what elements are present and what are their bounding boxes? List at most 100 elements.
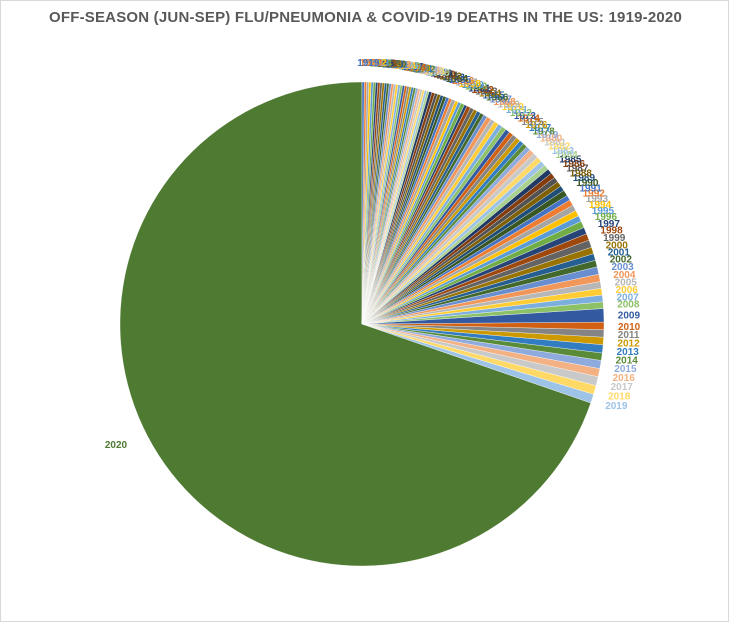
slice-label-2011: 2011 bbox=[618, 330, 640, 341]
slice-label-2013: 2013 bbox=[617, 347, 640, 358]
slice-label-2004: 2004 bbox=[613, 270, 636, 281]
slice-label-1972: 1972 bbox=[510, 108, 533, 119]
slice-label-2003: 2003 bbox=[612, 262, 635, 273]
slice-label-1919: 1919 bbox=[357, 58, 380, 69]
slice-label-1980: 1980 bbox=[540, 133, 563, 144]
slice-label-1989: 1989 bbox=[573, 173, 596, 184]
slice-label-1922: 1922 bbox=[365, 58, 388, 69]
slice-label-1933: 1933 bbox=[391, 60, 414, 71]
slice-label-1993: 1993 bbox=[586, 194, 609, 205]
slice-label-1953: 1953 bbox=[443, 73, 466, 84]
slice-label-1941: 1941 bbox=[411, 64, 434, 75]
slice-label-1971: 1971 bbox=[506, 105, 529, 116]
slice-label-1921: 1921 bbox=[362, 58, 385, 69]
slice-label-2002: 2002 bbox=[610, 255, 633, 266]
slice-label-2020: 2020 bbox=[105, 440, 128, 451]
slice-label-1979: 1979 bbox=[536, 130, 559, 141]
slice-label-1934: 1934 bbox=[394, 61, 417, 72]
slice-label-1963: 1963 bbox=[475, 87, 498, 98]
slice-label-1944: 1944 bbox=[418, 65, 441, 76]
slice-label-1938: 1938 bbox=[404, 62, 427, 73]
slice-label-1992: 1992 bbox=[583, 189, 606, 200]
slice-label-1965: 1965 bbox=[483, 91, 506, 102]
slice-label-1974: 1974 bbox=[518, 114, 541, 125]
slice-label-2017: 2017 bbox=[611, 382, 634, 393]
slice-label-1977: 1977 bbox=[529, 123, 552, 134]
slice-label-1930: 1930 bbox=[384, 60, 407, 71]
slice-label-2016: 2016 bbox=[613, 373, 636, 384]
slice-label-1966: 1966 bbox=[486, 93, 509, 104]
slice-label-1942: 1942 bbox=[413, 64, 436, 75]
slice-label-2014: 2014 bbox=[616, 355, 639, 366]
slice-label-1973: 1973 bbox=[514, 111, 537, 122]
slice-label-1960: 1960 bbox=[465, 82, 488, 93]
slice-label-1951: 1951 bbox=[436, 71, 459, 82]
slice-label-1935: 1935 bbox=[396, 61, 419, 72]
slice-label-1968: 1968 bbox=[493, 97, 516, 108]
slice-label-1982: 1982 bbox=[548, 142, 571, 153]
slice-label-2019: 2019 bbox=[605, 401, 628, 412]
slice-label-2006: 2006 bbox=[616, 285, 639, 296]
slice-label-1950: 1950 bbox=[433, 70, 456, 81]
slice-label-1997: 1997 bbox=[598, 219, 621, 230]
slice-label-1995: 1995 bbox=[592, 206, 615, 217]
slice-label-1925: 1925 bbox=[372, 59, 395, 70]
slice-label-1985: 1985 bbox=[559, 155, 582, 166]
slice-2020 bbox=[119, 81, 591, 567]
pie-labels: 2020 201920182017201620152014201320122011… bbox=[105, 58, 641, 451]
pie-slices bbox=[119, 81, 605, 567]
slice-label-1939: 1939 bbox=[406, 63, 429, 74]
slice-label-1929: 1929 bbox=[382, 59, 405, 70]
slice-label-2000: 2000 bbox=[606, 240, 629, 251]
slice-1919 bbox=[361, 81, 365, 325]
slice-label-1948: 1948 bbox=[427, 68, 450, 79]
slice-label-2010: 2010 bbox=[618, 322, 641, 333]
slice-label-2012: 2012 bbox=[617, 338, 640, 349]
slice-label-1967: 1967 bbox=[490, 95, 513, 106]
slice-label-2018: 2018 bbox=[608, 391, 631, 402]
slice-label-1999: 1999 bbox=[603, 233, 626, 244]
slice-label-2005: 2005 bbox=[615, 278, 638, 289]
slice-label-1949: 1949 bbox=[430, 69, 453, 80]
slice-label-1943: 1943 bbox=[416, 65, 439, 76]
chart-title: OFF-SEASON (JUN-SEP) FLU/PNEUMONIA & COV… bbox=[48, 9, 683, 26]
slice-label-1991: 1991 bbox=[580, 183, 603, 194]
slice-label-1996: 1996 bbox=[595, 212, 618, 223]
slice-label-1931: 1931 bbox=[387, 60, 410, 71]
slice-label-2001: 2001 bbox=[608, 247, 631, 258]
slice-label-1928: 1928 bbox=[379, 59, 402, 70]
slice-label-1937: 1937 bbox=[401, 62, 424, 73]
slice-label-1969: 1969 bbox=[498, 100, 521, 111]
slice-label-2015: 2015 bbox=[614, 364, 637, 375]
slice-label-2009: 2009 bbox=[618, 311, 641, 322]
slice-label-1987: 1987 bbox=[566, 164, 589, 175]
slice-label-1975: 1975 bbox=[521, 117, 544, 128]
slice-label-1957: 1957 bbox=[455, 78, 478, 89]
slice-label-2007: 2007 bbox=[617, 292, 640, 303]
slice-label-1940: 1940 bbox=[408, 63, 431, 74]
slice-label-1956: 1956 bbox=[452, 76, 475, 87]
slice-label-1927: 1927 bbox=[377, 59, 400, 70]
slice-label-1962: 1962 bbox=[472, 85, 495, 96]
slice-label-1932: 1932 bbox=[389, 60, 412, 71]
slice-label-1981: 1981 bbox=[544, 138, 567, 149]
slice-label-1994: 1994 bbox=[589, 200, 612, 211]
slice-label-1946: 1946 bbox=[423, 67, 446, 78]
slice-label-1983: 1983 bbox=[552, 146, 575, 157]
slice-label-1961: 1961 bbox=[468, 83, 491, 94]
slice-label-1986: 1986 bbox=[563, 159, 586, 170]
slice-label-1945: 1945 bbox=[420, 66, 443, 77]
slice-label-1964: 1964 bbox=[479, 89, 502, 100]
slice-label-1958: 1958 bbox=[459, 79, 482, 90]
slice-label-1924: 1924 bbox=[370, 58, 393, 69]
slice-label-1954: 1954 bbox=[446, 74, 469, 85]
slice-label-1976: 1976 bbox=[525, 120, 548, 131]
slice-label-1978: 1978 bbox=[533, 126, 556, 137]
slice-label-1947: 1947 bbox=[425, 67, 448, 78]
slice-label-1984: 1984 bbox=[556, 150, 579, 161]
slice-label-1970: 1970 bbox=[502, 102, 525, 113]
slice-label-1936: 1936 bbox=[399, 62, 422, 73]
slice-label-1952: 1952 bbox=[440, 72, 463, 83]
slice-label-1920: 1920 bbox=[360, 58, 383, 69]
